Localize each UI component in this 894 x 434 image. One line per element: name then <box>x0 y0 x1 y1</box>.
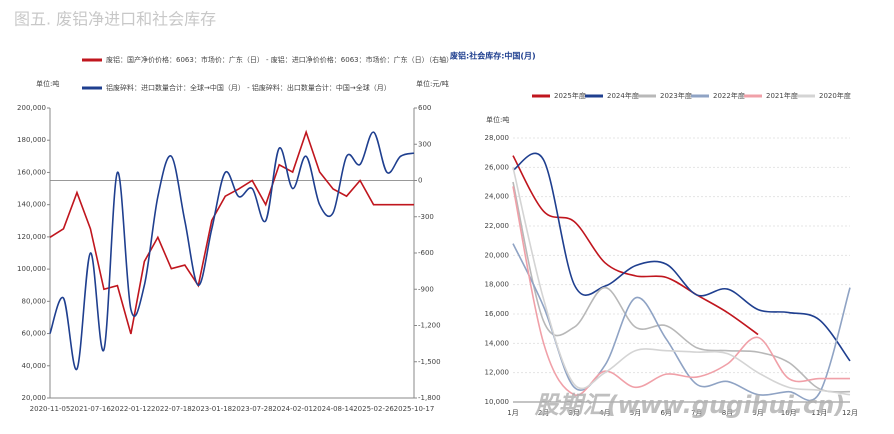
y-tick-label: 140,000 <box>17 201 46 209</box>
y-tick-label: 12,000 <box>485 369 510 377</box>
y2-tick-label: -900 <box>418 285 434 293</box>
y-tick-label: 120,000 <box>17 233 46 241</box>
legend-label: 2024年度 <box>607 91 639 100</box>
series-line <box>512 155 759 336</box>
y-tick-label: 40,000 <box>22 362 47 370</box>
x-tick-label: 9月 <box>752 409 763 417</box>
x-tick-label: 2023-01-18 <box>191 405 232 413</box>
y2-unit-label: 单位:元/吨 <box>416 79 449 88</box>
y2-tick-label: 600 <box>418 104 431 112</box>
y-tick-label: 26,000 <box>485 163 510 171</box>
x-tick-label: 4月 <box>599 409 610 417</box>
x-tick-label: 2022-07-18 <box>151 405 192 413</box>
legend-label: 2022年度 <box>713 91 745 100</box>
legend-label: 铝废碎料：进口数量合计：全球→中国（月） - 铝废碎料：出口数量合计：中国→全球… <box>106 83 391 92</box>
x-tick-label: 2月 <box>538 409 549 417</box>
y-tick-label: 160,000 <box>17 168 46 176</box>
series-line <box>49 131 415 370</box>
legend-label: 2025年度 <box>554 91 586 100</box>
x-tick-label: 1月 <box>507 409 518 417</box>
y2-tick-label: -1,500 <box>418 358 441 366</box>
y-tick-label: 200,000 <box>17 104 46 112</box>
y-tick-label: 24,000 <box>485 193 510 201</box>
y-tick-label: 60,000 <box>22 330 47 338</box>
legend-label: 2023年度 <box>660 91 692 100</box>
x-tick-label: 6月 <box>660 409 671 417</box>
series-line <box>512 167 851 396</box>
y-tick-label: 100,000 <box>17 265 46 273</box>
y-tick-label: 20,000 <box>22 394 47 402</box>
y2-tick-label: -1,800 <box>418 394 441 402</box>
legend-label: 废铝：国产净价价格：6063：市场价：广东（日） - 废铝：进口净价价格：606… <box>106 55 453 64</box>
watermark: 股期汇(www.gugihui.cn) <box>534 391 846 419</box>
y-tick-label: 180,000 <box>17 136 46 144</box>
x-tick-label: 2025-02-26 <box>353 405 394 413</box>
y-unit-label: 单位:吨 <box>36 79 59 88</box>
y-tick-label: 20,000 <box>485 251 510 259</box>
x-tick-label: 2020-11-05 <box>30 405 71 413</box>
x-tick-label: 7月 <box>691 409 702 417</box>
legend-label: 2021年度 <box>766 91 798 100</box>
x-tick-label: 2023-07-28 <box>232 405 273 413</box>
chart-title: 废铝:社会库存:中国(月) <box>450 51 536 61</box>
y-tick-label: 14,000 <box>485 339 510 347</box>
y2-tick-label: -1,200 <box>418 322 441 330</box>
x-tick-label: 5月 <box>630 409 641 417</box>
series-line <box>512 152 851 362</box>
x-tick-label: 2021-07-16 <box>70 405 111 413</box>
x-tick-label: 2024-08-14 <box>313 405 354 413</box>
x-tick-label: 2024-02-01 <box>272 405 313 413</box>
x-tick-label: 3月 <box>569 409 580 417</box>
y-tick-label: 28,000 <box>485 134 510 142</box>
y2-tick-label: -600 <box>418 249 434 257</box>
x-tick-label: 12月 <box>842 409 858 417</box>
y2-tick-label: -300 <box>418 213 434 221</box>
y-tick-label: 80,000 <box>22 297 47 305</box>
y-tick-label: 22,000 <box>485 222 510 230</box>
page-title: 图五. 废铝净进口和社会库存 <box>14 10 216 29</box>
x-tick-label: 2022-01-12 <box>111 405 152 413</box>
y2-tick-label: 0 <box>418 177 422 185</box>
x-tick-label: 2025-10-17 <box>394 405 435 413</box>
series-line <box>512 243 851 402</box>
y-tick-label: 16,000 <box>485 310 510 318</box>
series-line <box>49 129 414 335</box>
x-tick-label: 8月 <box>722 409 733 417</box>
series-line <box>512 181 851 393</box>
x-tick-label: 10月 <box>781 409 797 417</box>
series-line <box>512 186 850 396</box>
y-tick-label: 18,000 <box>485 281 510 289</box>
x-tick-label: 11月 <box>811 409 827 417</box>
legend-label: 2020年度 <box>819 91 851 100</box>
y-tick-label: 10,000 <box>485 398 510 406</box>
y-unit-label: 单位:吨 <box>486 115 509 124</box>
y2-tick-label: 300 <box>418 140 431 148</box>
